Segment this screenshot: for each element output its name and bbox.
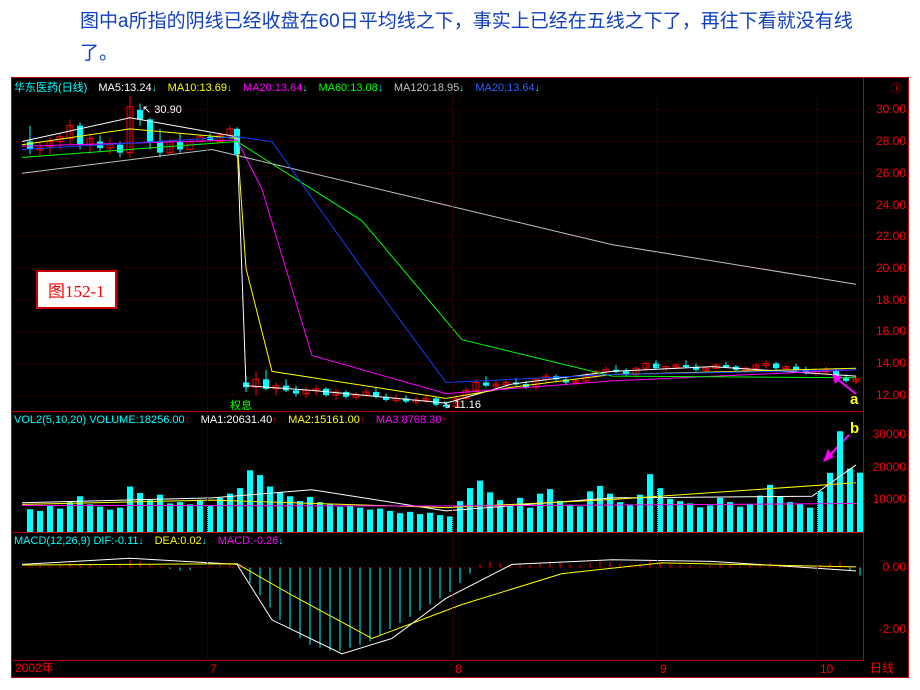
ma10-label: MA10:13.69 <box>168 82 232 94</box>
macd-header: MACD(12,26,9) DIF:-0.11 DEA:0.02 MACD:-0… <box>14 535 291 550</box>
dea-label: DEA:0.02 <box>155 535 207 547</box>
arrow-a-icon <box>830 374 860 396</box>
stock-name: 华东医药(日线) <box>14 82 87 94</box>
ma20-label: MA20:13.64 <box>243 82 307 94</box>
macd-label: MACD(12,26,9) DIF:-0.11 <box>14 535 144 547</box>
info-icon: ⓘ <box>891 80 902 96</box>
macd-val: MACD:-0.26 <box>218 535 284 547</box>
vol-ma3: MA3:8768.30 <box>376 414 446 426</box>
price-header: 华东医药(日线) MA5:13.24 MA10:13.69 MA20:13.64… <box>14 79 548 94</box>
volume-header: VOL2(5,10,20) VOLUME:18256.00 MA1:20631.… <box>14 414 454 429</box>
vol-ma1: MA1:20631.40 <box>201 414 278 426</box>
figure-label: 图152-1 <box>36 270 117 309</box>
stock-chart: 华东医药(日线) MA5:13.24 MA10:13.69 MA20:13.64… <box>11 77 909 678</box>
vol-label: VOL2(5,10,20) VOLUME:18256.00 <box>14 414 190 426</box>
caption-text: 图中a所指的阴线已经收盘在60日平均线之下，事实上已经在五线之下了，再往下看就没… <box>0 0 920 77</box>
ma120-label: MA120:18.95 <box>394 82 464 94</box>
price-panel <box>12 94 863 411</box>
low-annot: ↘ 11.16 <box>442 398 481 411</box>
volume-panel <box>12 428 863 532</box>
ma60-label: MA60:13.08 <box>318 82 382 94</box>
macd-panel <box>12 549 863 660</box>
ex-annot: 权息 <box>230 397 252 413</box>
ma20b-label: MA20:13.64 <box>475 82 539 94</box>
high-annot: ↖ 30.90 <box>142 103 182 116</box>
ma5-label: MA5:13.24 <box>98 82 156 94</box>
vol-ma2: MA2:15161.00 <box>288 414 365 426</box>
